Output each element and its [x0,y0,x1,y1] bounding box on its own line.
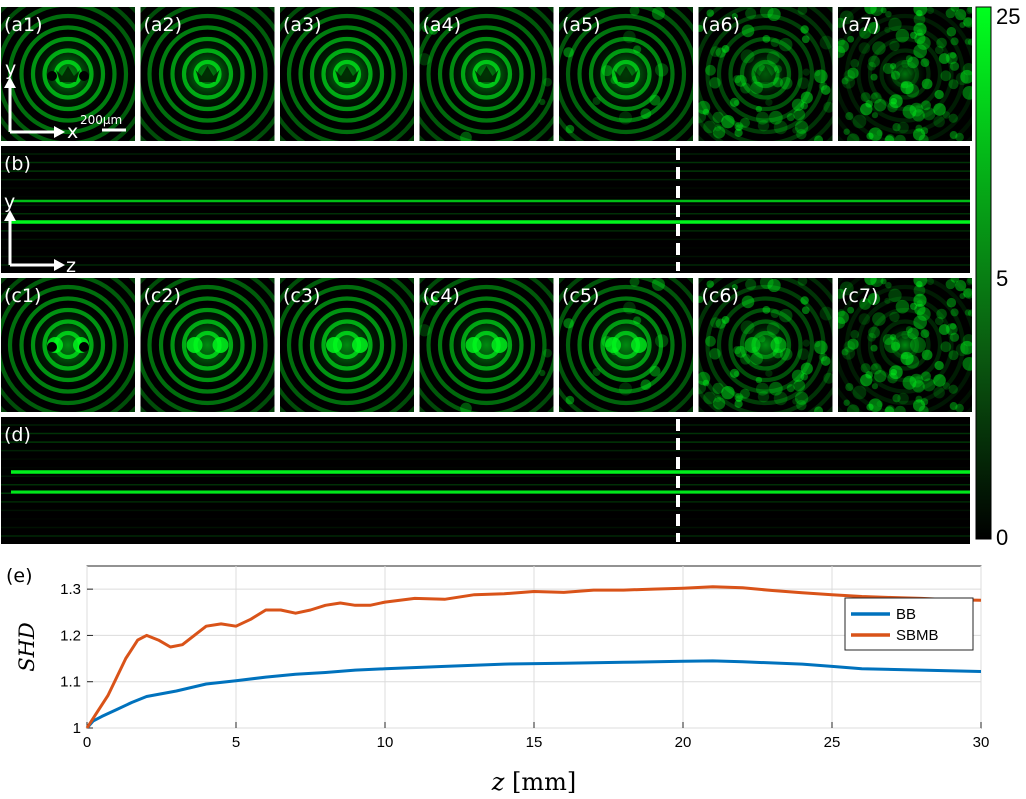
axis-y-label-a1: y [5,58,16,80]
axis-y-label-b: y [4,191,15,213]
x-tick-label: 30 [973,734,990,751]
panel-label-b: (b) [4,153,31,175]
series-line-bb [85,659,982,729]
chart-e: 0 5 10 15 20 25 30 1 1.1 1.2 1.3 SHD z [mm] BB SBM… [15,565,989,796]
panel-a1: (a1) [1,7,135,141]
axes-indicator-b: y z [4,191,76,277]
panel-a6: (a6) [698,7,833,141]
panel-label: (c6) [702,285,739,307]
panel-row-a: (a1) (a2) (a3) (a4) (a5) (a6) (a7) [1,7,972,141]
legend-entry-sbmb: SBMB [896,627,939,644]
panel-a5: (a5) [559,7,693,141]
panel-c3: (c3) [280,278,414,412]
x-tick-label: 0 [83,734,91,751]
x-tick-label: 15 [526,734,543,751]
panel-c2: (c2) [140,278,275,412]
panel-label-e: (e) [6,565,33,587]
panel-c1: (c1) [1,278,135,412]
colorbar-tick-5: 5 [996,266,1008,291]
panel-label: (a7) [841,14,880,36]
x-tick-label: 25 [824,734,841,751]
y-tick-label: 1.3 [60,581,81,598]
vortex-dot [79,71,89,81]
x-tick-label: 5 [232,734,240,751]
vortex-dot [47,71,57,81]
legend-entry-bb: BB [896,606,916,623]
panel-label: (c1) [4,285,41,307]
legend: BB SBMB [844,597,974,651]
panel-a3: (a3) [280,7,414,141]
y-tick-label: 1.2 [60,627,81,644]
panel-label: (a2) [144,14,183,36]
panel-label-d: (d) [4,424,31,446]
axes-indicator-a1: y x 200μm [4,58,126,143]
panel-label: (c7) [841,285,878,307]
colorbar-tick-0: 0 [996,525,1008,550]
scale-bar-label: 200μm [80,113,122,127]
x-tick-label: 10 [377,734,394,751]
x-axis-label: z [mm] [491,768,577,796]
x-tick-label: 20 [675,734,692,751]
axis-x-label-a1: x [67,121,78,143]
vortex-dot [79,342,89,352]
chart-grid [86,566,982,729]
panel-a4: (a4) [419,7,554,141]
panel-row-c: (c1) (c2) (c3) (c4) (c5) (c6) (c7) [1,278,972,412]
panel-a7: (a7) [838,7,972,141]
panel-label: (a6) [702,14,741,36]
panel-d-propagation: (d) [1,417,970,544]
panel-b-propagation: (b) [1,146,970,273]
y-tick-label: 1.1 [60,674,81,691]
panel-label: (a4) [423,14,462,36]
y-axis-label: SHD [15,622,39,672]
panel-label: (c4) [423,285,460,307]
panel-label: (a1) [4,14,43,36]
panel-c5: (c5) [559,278,693,412]
panel-c6: (c6) [698,278,833,412]
panel-label: (a5) [562,14,601,36]
chart-series [85,585,982,729]
panel-label: (c2) [144,285,181,307]
colorbar: 25 5 0 [975,4,1020,550]
series-line-sbmb [85,585,982,729]
vortex-dot [47,342,57,352]
colorbar-tick-25: 25 [996,4,1020,29]
panel-a2: (a2) [140,7,275,141]
panel-label: (c5) [562,285,599,307]
panel-c7: (c7) [838,278,972,412]
panel-c4: (c4) [419,278,554,412]
axis-z-label-b: z [66,255,76,277]
y-tick-label: 1 [73,720,81,737]
panel-label: (a3) [283,14,322,36]
panel-label: (c3) [283,285,320,307]
chart-ticks: 0 5 10 15 20 25 30 1 1.1 1.2 1.3 [60,581,989,751]
